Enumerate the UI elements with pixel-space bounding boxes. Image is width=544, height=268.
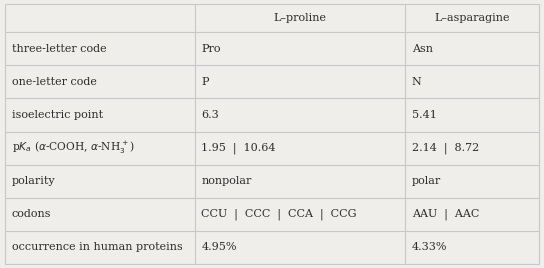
Text: CCU  |  CCC  |  CCA  |  CCG: CCU | CCC | CCA | CCG xyxy=(201,209,357,220)
Text: Pro: Pro xyxy=(201,44,221,54)
Text: N: N xyxy=(412,77,422,87)
Text: nonpolar: nonpolar xyxy=(201,176,252,186)
Text: 6.3: 6.3 xyxy=(201,110,219,120)
Text: polarity: polarity xyxy=(12,176,55,186)
Text: 1.95  |  10.64: 1.95 | 10.64 xyxy=(201,142,276,154)
Text: L–proline: L–proline xyxy=(274,13,326,23)
Text: one-letter code: one-letter code xyxy=(12,77,97,87)
Text: polar: polar xyxy=(412,176,441,186)
Text: p$K_a$ ($\alpha$-COOH, $\alpha$-NH$_3^+$): p$K_a$ ($\alpha$-COOH, $\alpha$-NH$_3^+$… xyxy=(12,140,134,156)
Text: occurrence in human proteins: occurrence in human proteins xyxy=(12,243,183,252)
Text: 5.41: 5.41 xyxy=(412,110,437,120)
Text: 2.14  |  8.72: 2.14 | 8.72 xyxy=(412,142,479,154)
Text: 4.95%: 4.95% xyxy=(201,243,237,252)
Text: Asn: Asn xyxy=(412,44,433,54)
Text: L–asparagine: L–asparagine xyxy=(434,13,510,23)
Text: P: P xyxy=(201,77,209,87)
Text: AAU  |  AAC: AAU | AAC xyxy=(412,209,479,220)
Text: codons: codons xyxy=(12,209,52,219)
Text: three-letter code: three-letter code xyxy=(12,44,107,54)
Text: isoelectric point: isoelectric point xyxy=(12,110,103,120)
Text: 4.33%: 4.33% xyxy=(412,243,447,252)
